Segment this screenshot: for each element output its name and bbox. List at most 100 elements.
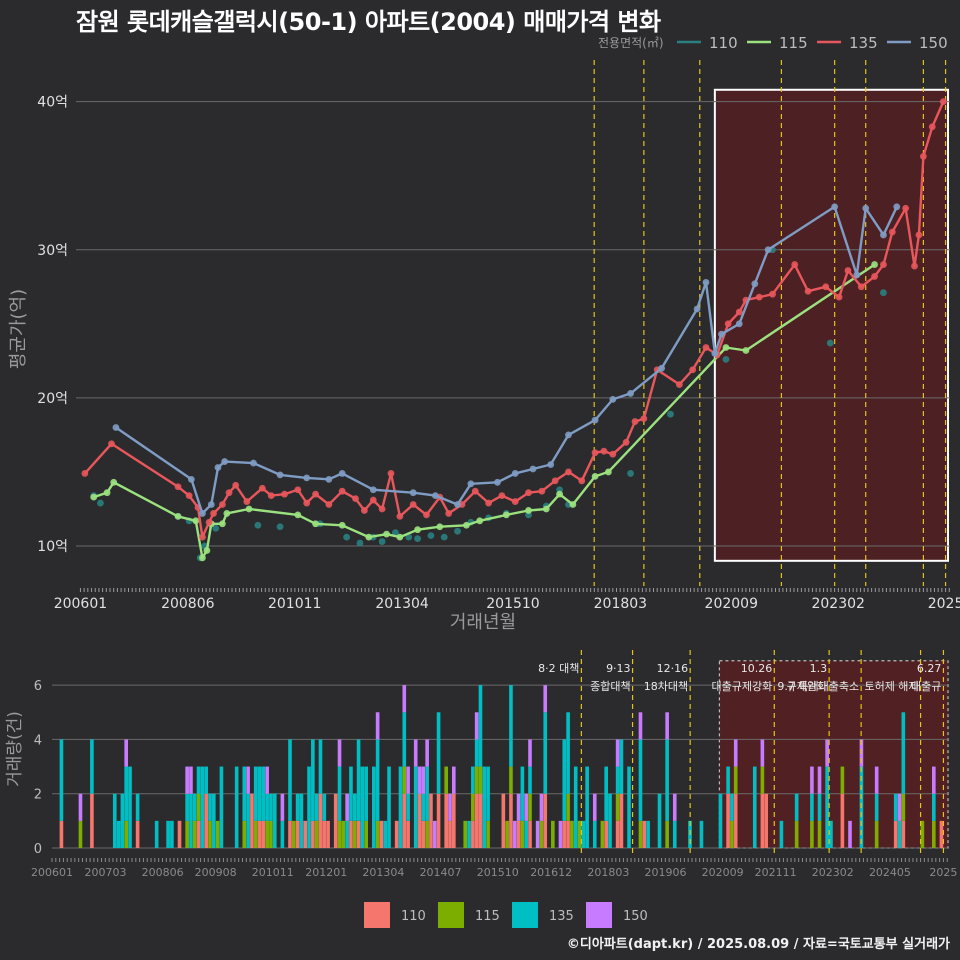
- data-point-110: [356, 539, 364, 547]
- data-point-115: [245, 505, 253, 513]
- bar-segment: [402, 712, 407, 767]
- data-point-135: [205, 518, 213, 526]
- data-point-135: [578, 477, 586, 485]
- bar-segment: [379, 820, 384, 848]
- data-point-110: [343, 533, 351, 541]
- bar-segment: [474, 739, 479, 767]
- policy-label: 8·2 대책: [538, 662, 579, 675]
- data-point-135: [396, 512, 404, 520]
- data-point-150: [325, 475, 333, 483]
- bar-segment: [566, 793, 570, 821]
- bar-segment: [436, 712, 441, 794]
- data-point-110: [826, 339, 834, 347]
- bar-segment: [474, 712, 479, 740]
- bar-segment: [539, 793, 544, 821]
- bar-segment: [932, 766, 936, 794]
- bar-segment: [478, 793, 483, 848]
- bar-segment: [349, 766, 353, 821]
- bar-segment: [314, 820, 319, 848]
- data-point-135: [702, 344, 710, 351]
- bar-segment: [840, 766, 845, 794]
- bar-segment: [516, 793, 521, 821]
- bar-segment: [604, 766, 608, 821]
- bar-segment: [204, 766, 208, 794]
- bar-segment: [345, 820, 349, 848]
- bar-segment: [322, 820, 327, 848]
- bar-segment: [212, 793, 216, 848]
- bar-segment: [467, 820, 471, 848]
- data-point-110: [254, 521, 262, 529]
- data-point-135: [267, 492, 275, 500]
- bar-segment: [592, 793, 597, 821]
- bar-segment: [204, 793, 208, 848]
- data-point-150: [547, 461, 555, 468]
- data-point-135: [888, 228, 896, 236]
- data-point-150: [494, 478, 501, 486]
- bar-segment: [501, 793, 506, 848]
- data-point-135: [174, 483, 182, 491]
- bar-segment: [242, 766, 247, 821]
- bar-x-tick-label: 202302: [812, 866, 854, 879]
- bar-segment: [619, 739, 624, 794]
- bar-segment: [432, 820, 437, 848]
- data-point-135: [338, 487, 346, 495]
- bar-segment: [825, 766, 829, 848]
- x-tick-label: 2025: [928, 596, 960, 612]
- bar-x-tick-label: 201803: [587, 866, 629, 879]
- bar-segment: [124, 766, 128, 821]
- data-point-150: [609, 395, 617, 403]
- bar-segment: [733, 766, 738, 794]
- data-point-115: [203, 547, 211, 554]
- policy-label: 10.26: [741, 662, 773, 675]
- bar-segment: [349, 820, 353, 848]
- bar-segment: [615, 820, 620, 848]
- data-point-115: [192, 517, 200, 525]
- bar-segment: [512, 820, 517, 848]
- data-point-135: [360, 507, 368, 514]
- data-point-150: [591, 416, 599, 424]
- bar-segment: [242, 820, 247, 848]
- bar-segment: [261, 766, 266, 821]
- bar-segment: [402, 685, 407, 713]
- policy-label-2: 규제완화: [787, 680, 827, 693]
- data-point-150: [658, 364, 666, 372]
- bar-x-tick-label: 202111: [755, 866, 797, 879]
- bar-segment: [311, 739, 315, 821]
- bar-segment: [421, 820, 426, 848]
- bar-segment: [901, 820, 906, 848]
- bar-segment: [402, 766, 407, 794]
- bar-segment: [509, 766, 513, 794]
- bar-segment: [810, 793, 814, 821]
- bar-segment: [280, 820, 285, 848]
- y-tick-label: 30억: [37, 243, 68, 259]
- bar-segment: [120, 793, 125, 848]
- bar-segment: [520, 820, 525, 848]
- data-point-135: [844, 267, 852, 274]
- bar-segment: [570, 820, 574, 848]
- bar-segment: [608, 793, 612, 848]
- data-point-135: [409, 501, 417, 508]
- bar-segment: [253, 766, 258, 821]
- bar-segment: [730, 820, 734, 848]
- data-point-150: [250, 459, 257, 467]
- data-point-115: [294, 511, 302, 519]
- data-point-115: [871, 261, 878, 268]
- bar-segment: [375, 739, 380, 821]
- data-point-135: [822, 283, 830, 291]
- y-axis-title: 평균가(억): [8, 289, 29, 369]
- bar-segment: [920, 820, 925, 848]
- bar-segment: [345, 793, 349, 821]
- data-point-135: [511, 498, 519, 505]
- bar-segment: [558, 820, 563, 848]
- data-point-115: [476, 517, 484, 525]
- bar-segment: [528, 820, 532, 848]
- bar-segment: [272, 793, 277, 848]
- bar-segment: [356, 820, 361, 848]
- data-point-135: [915, 231, 923, 239]
- data-point-135: [928, 123, 936, 131]
- bar-segment: [562, 820, 567, 848]
- policy-label: 12·16: [657, 662, 689, 675]
- data-point-135: [880, 261, 887, 268]
- bar-segment: [566, 820, 570, 848]
- bar-segment: [303, 820, 308, 848]
